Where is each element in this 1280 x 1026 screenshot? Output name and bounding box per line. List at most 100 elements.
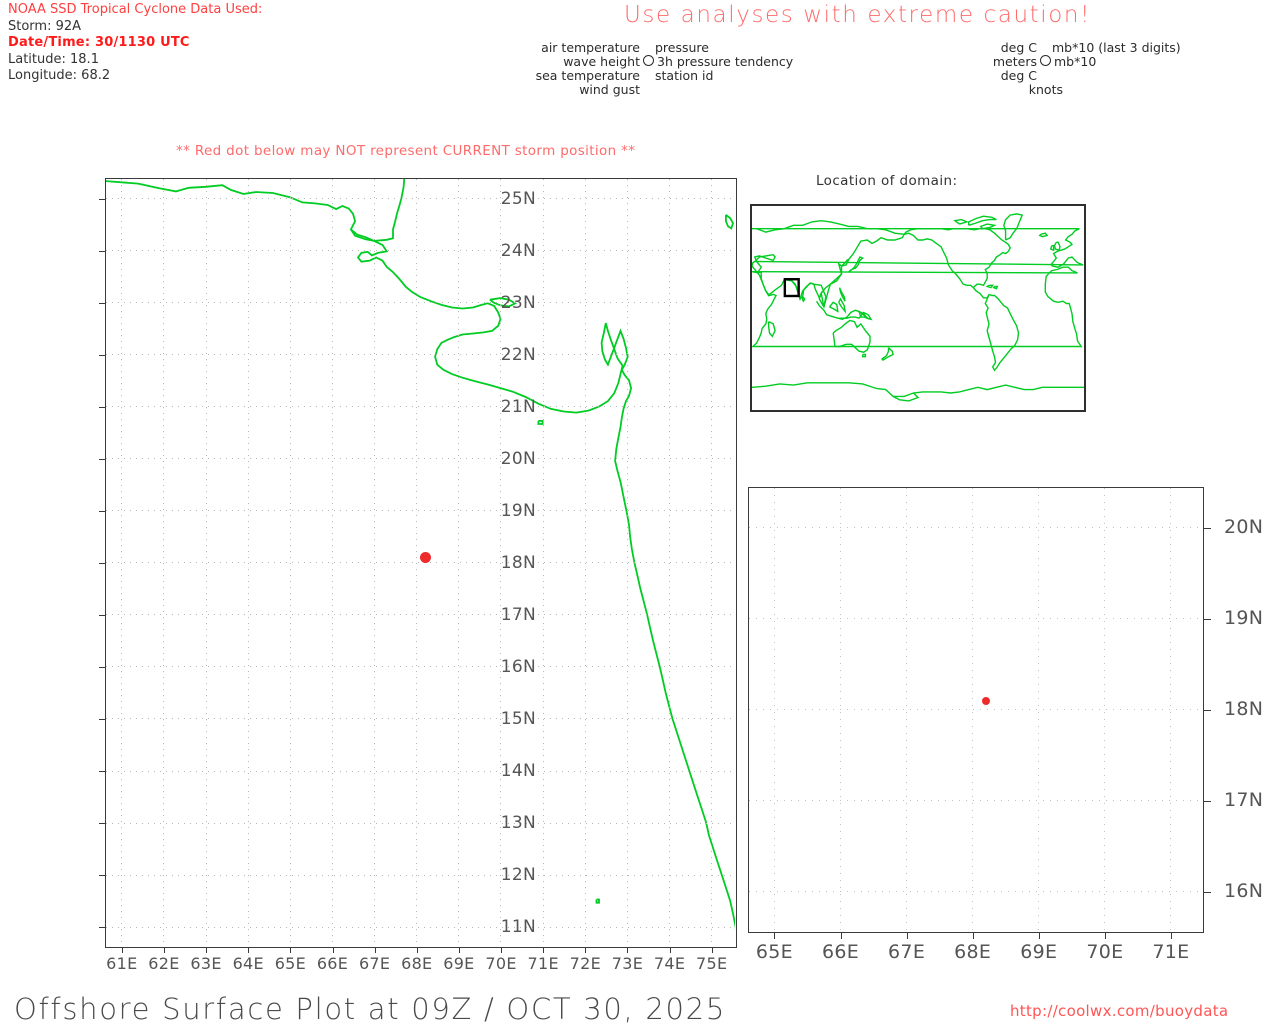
x-axis-tick-mark [501, 947, 503, 953]
coastline-path [815, 300, 873, 321]
latitude-line: Latitude: 18.1 [8, 51, 99, 67]
y-axis-tick-label: 23N [500, 292, 536, 313]
x-axis-tick-label: 74E [653, 954, 686, 973]
x-axis-tick-mark [290, 947, 292, 953]
x-axis-tick-label: 61E [106, 954, 138, 973]
source-url-link[interactable]: http://coolwx.com/buoydata [1010, 1002, 1229, 1020]
y-axis-tick-mark [99, 250, 106, 252]
coastline-path [106, 179, 406, 242]
x-axis-tick-mark [774, 932, 776, 939]
y-axis-tick-mark [99, 302, 106, 304]
main-map-panel[interactable] [105, 178, 737, 948]
legend-param-right-0: pressure [655, 40, 709, 55]
coastline-path [828, 301, 839, 313]
caution-banner: Use analyses with extreme caution! [624, 2, 1091, 28]
x-axis-tick-mark [1038, 932, 1040, 939]
page-title: Offshore Surface Plot at 09Z / OCT 30, 2… [14, 992, 726, 1026]
y-axis-tick-mark [1203, 892, 1211, 894]
x-axis-tick-label: 73E [611, 954, 644, 973]
x-axis-tick-label: 67E [358, 954, 391, 973]
y-axis-tick-mark [99, 563, 106, 564]
inset-title: Location of domain: [816, 173, 958, 189]
coastline-path [985, 284, 995, 289]
y-axis-tick-label: 19N [1224, 606, 1264, 629]
storm-info-block: NOAA SSD Tropical Cyclone Data Used: Sto… [8, 2, 262, 85]
coastline-path [979, 223, 997, 230]
storm-position-marker [419, 552, 431, 564]
coastline-path [752, 228, 1084, 268]
x-axis-tick-label: 66E [316, 954, 349, 973]
y-axis-tick-label: 19N [500, 500, 536, 521]
x-axis-tick-mark [374, 947, 376, 953]
x-axis-tick-mark [458, 947, 460, 953]
world-inset-panel[interactable] [750, 204, 1086, 412]
y-axis-tick-label: 16N [1224, 880, 1264, 903]
y-axis-tick-mark [99, 406, 106, 408]
circle-icon [1040, 55, 1051, 66]
x-axis-tick-mark [627, 947, 629, 953]
coastline-path [880, 347, 894, 362]
coastline-path [838, 287, 846, 302]
y-axis-tick-mark [99, 458, 106, 460]
legend-param-left-3: wind gust [579, 82, 640, 97]
legend-param-right-2: station id [655, 68, 714, 83]
x-axis-tick-mark [206, 947, 208, 953]
x-axis-tick-mark [332, 947, 334, 953]
gridline-horizontal [106, 198, 736, 200]
y-axis-tick-label: 12N [500, 865, 536, 886]
zoom-map-gridlines [749, 488, 1203, 932]
gridline-horizontal [106, 874, 736, 876]
y-axis-tick-label: 21N [500, 396, 536, 417]
coastline-path [992, 285, 999, 290]
x-axis-tick-mark [543, 947, 545, 953]
coastline-path [838, 297, 847, 314]
y-axis-tick-mark [99, 667, 106, 669]
gridline-horizontal [106, 250, 736, 252]
legend-unit-right-0: mb*10 (last 3 digits) [1052, 40, 1181, 55]
x-axis-tick-label: 67E [888, 941, 926, 963]
gridline-horizontal [749, 800, 1203, 802]
coastline-path [953, 218, 970, 225]
gridline-horizontal [106, 458, 736, 460]
coastline-path [767, 320, 776, 338]
gridline-horizontal [106, 614, 736, 616]
coastline-path [1049, 245, 1055, 252]
x-axis-tick-label: 70E [485, 954, 517, 973]
storm-id-line: Storm: 92A [8, 18, 82, 34]
main-coastline-map [106, 179, 735, 931]
x-axis-tick-mark [1170, 932, 1172, 939]
coastline-path [751, 266, 1083, 348]
y-axis-tick-label: 17N [500, 605, 536, 626]
coastline-path [595, 898, 600, 904]
x-axis-tick-label: 68E [954, 941, 992, 963]
coastline-path [892, 392, 920, 402]
legend-unit-left-0: deg C [1000, 40, 1037, 55]
units-legend: deg C mb*10 (last 3 digits) meters mb*10 d… [985, 41, 1181, 97]
y-axis-tick-label: 20N [1224, 515, 1264, 538]
x-axis-tick-label: 65E [755, 941, 793, 963]
y-axis-tick-label: 13N [500, 813, 536, 834]
y-axis-tick-label: 15N [500, 709, 536, 730]
parameter-legend: air temperature pressure wave height 3h pr… [520, 40, 794, 97]
y-axis-tick-mark [99, 198, 106, 200]
x-axis-tick-label: 65E [274, 954, 307, 973]
y-axis-tick-mark [99, 354, 106, 356]
gridline-horizontal [749, 527, 1203, 529]
y-axis-tick-mark [1203, 710, 1211, 711]
x-axis-tick-label: 64E [232, 954, 264, 973]
coastline-path [1053, 241, 1061, 252]
y-axis-tick-label: 25N [500, 188, 536, 209]
y-axis-tick-label: 22N [500, 344, 536, 365]
legend-unit-left-2: deg C [1000, 68, 1037, 83]
coastline-path [751, 382, 1084, 398]
gridline-horizontal [106, 822, 736, 824]
coastline-path [725, 214, 734, 230]
x-axis-tick-mark [972, 932, 974, 939]
y-axis-tick-mark [99, 510, 106, 512]
coastline-path [802, 296, 806, 303]
gridline-horizontal [106, 406, 736, 408]
x-axis-tick-label: 63E [190, 954, 222, 973]
y-axis-tick-mark [1203, 801, 1211, 803]
x-axis-tick-mark [416, 947, 418, 953]
zoom-map-panel[interactable] [748, 487, 1204, 933]
